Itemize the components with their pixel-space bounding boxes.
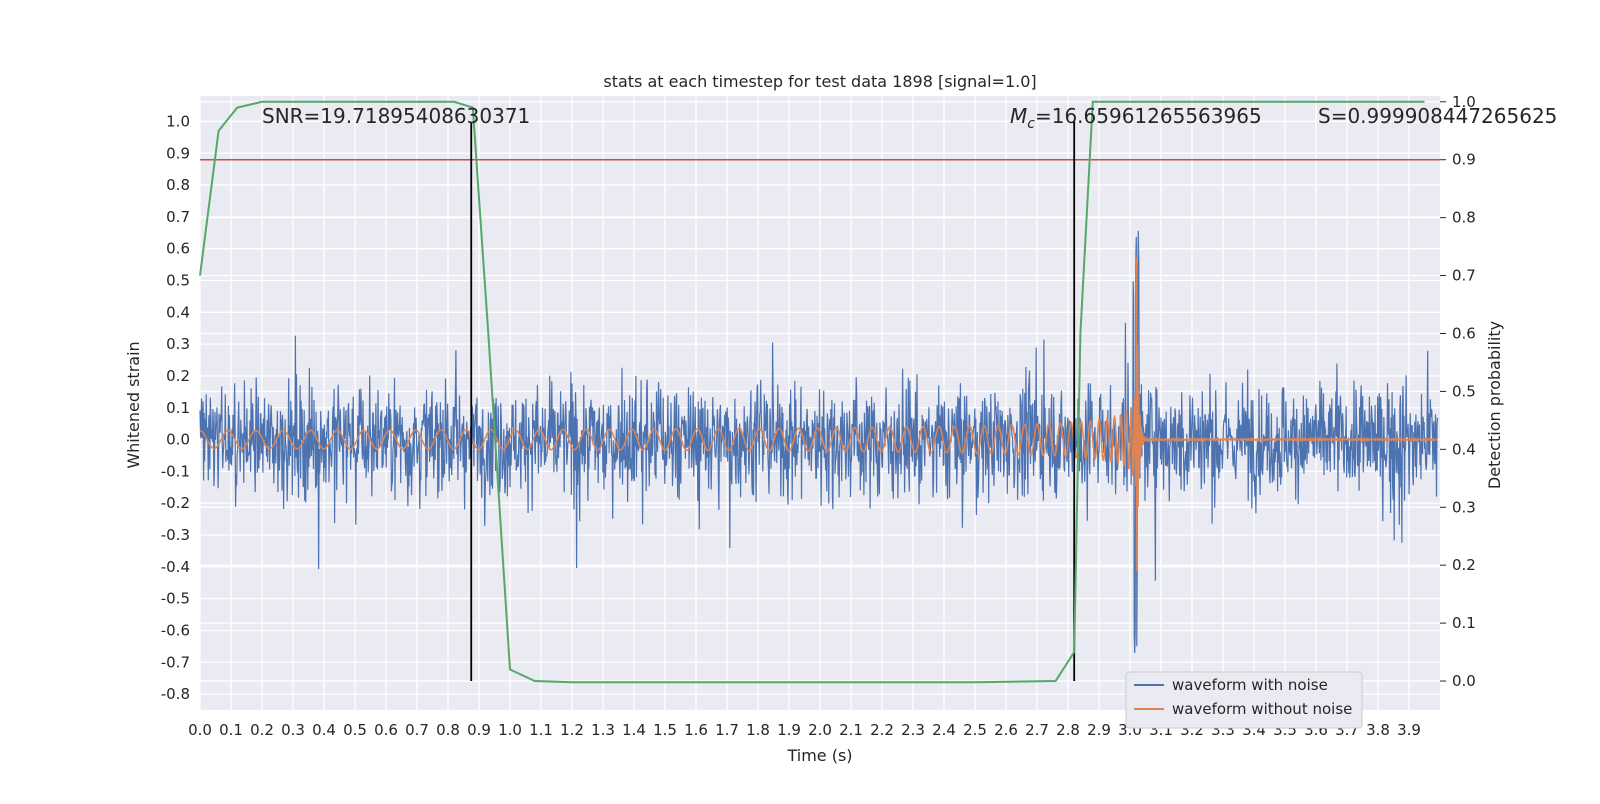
series-waveform-without-noise xyxy=(200,257,1438,572)
chart-title: stats at each timestep for test data 189… xyxy=(603,72,1036,91)
mc-annotation: Mc=16.65961265563965 xyxy=(1010,104,1262,132)
x-tick-label: 2.9 xyxy=(1087,721,1111,739)
right-tick-label: 0.4 xyxy=(1452,440,1476,458)
x-tick-label: 3.8 xyxy=(1366,721,1390,739)
grid xyxy=(199,96,1440,710)
legend: waveform with noise waveform without noi… xyxy=(1125,671,1363,729)
y-tick-label: -0.1 xyxy=(161,462,190,480)
x-tick-label: 2.4 xyxy=(932,721,956,739)
mc-subscript: c xyxy=(1027,116,1035,132)
right-tick-label: 0.5 xyxy=(1452,382,1476,400)
x-tick-label: 0.4 xyxy=(312,721,336,739)
y-axis-label: Whitened strain xyxy=(124,341,143,468)
y-tick-label: 0.2 xyxy=(166,367,190,385)
mc-value: =16.65961265563965 xyxy=(1035,104,1262,128)
y-tick-label: 0.9 xyxy=(166,144,190,162)
right-tick-label: 0.2 xyxy=(1452,556,1476,574)
series-detection-probability xyxy=(199,100,1425,684)
x-tick-label: 1.5 xyxy=(653,721,677,739)
x-tick-label: 2.8 xyxy=(1056,721,1080,739)
y-tick-label: -0.5 xyxy=(161,590,190,608)
x-tick-label: 2.3 xyxy=(901,721,925,739)
y-tick-label: -0.6 xyxy=(161,621,190,639)
x-tick-label: 0.5 xyxy=(343,721,367,739)
x-tick-label: 1.4 xyxy=(622,721,646,739)
x-tick-label: 1.1 xyxy=(529,721,553,739)
y-tick-label: -0.2 xyxy=(161,494,190,512)
right-tick-label: 0.0 xyxy=(1452,672,1476,690)
x-tick-label: 3.9 xyxy=(1397,721,1421,739)
x-tick-label: 1.7 xyxy=(715,721,739,739)
y-tick-label: 1.0 xyxy=(166,112,190,130)
mc-symbol: M xyxy=(1010,104,1027,128)
y-axis-ticks: 1.0 0.9 0.8 0.7 0.6 0.5 0.4 0.3 0.2 0.1 0.0 -0.1 -0.… xyxy=(161,112,190,703)
snr-annotation: SNR=19.71895408630371 xyxy=(262,104,530,128)
legend-box xyxy=(1125,671,1363,729)
x-tick-label: 0.8 xyxy=(436,721,460,739)
right-tick-label: 0.6 xyxy=(1452,324,1476,342)
x-tick-label: 0.1 xyxy=(219,721,243,739)
x-tick-label: 2.2 xyxy=(870,721,894,739)
x-tick-label: 0.0 xyxy=(188,721,212,739)
x-tick-label: 1.0 xyxy=(498,721,522,739)
y-tick-label: 0.4 xyxy=(166,303,190,321)
right-tick-label: 1.0 xyxy=(1452,93,1476,111)
x-tick-label: 1.6 xyxy=(684,721,708,739)
y-tick-label: 0.5 xyxy=(166,272,190,290)
y-tick-label: 0.8 xyxy=(166,176,190,194)
right-axis-label: Detection probability xyxy=(1485,321,1504,489)
right-tick-label: 0.7 xyxy=(1452,267,1476,285)
legend-label-noise: waveform with noise xyxy=(1172,676,1328,694)
x-tick-label: 0.6 xyxy=(374,721,398,739)
x-tick-label: 0.7 xyxy=(405,721,429,739)
y-tick-label: 0.3 xyxy=(166,335,190,353)
x-tick-label: 2.0 xyxy=(808,721,832,739)
x-tick-label: 1.3 xyxy=(591,721,615,739)
y-tick-label: -0.4 xyxy=(161,558,190,576)
right-axis-ticks: 1.0 0.9 0.8 0.7 0.6 0.5 0.4 0.3 0.2 0.1 0.0 xyxy=(1440,93,1476,690)
x-tick-label: 1.2 xyxy=(560,721,584,739)
y-tick-label: -0.8 xyxy=(161,685,190,703)
y-tick-label: 0.6 xyxy=(166,240,190,258)
x-tick-label: 0.2 xyxy=(250,721,274,739)
y-tick-label: -0.7 xyxy=(161,653,190,671)
s-annotation: S=0.999908447265625 xyxy=(1318,104,1557,128)
legend-label-clean: waveform without noise xyxy=(1172,700,1352,718)
y-tick-label: 0.1 xyxy=(166,399,190,417)
clean-trace xyxy=(200,257,1438,572)
x-axis-label: Time (s) xyxy=(786,746,852,765)
x-tick-label: 1.9 xyxy=(777,721,801,739)
right-tick-label: 0.1 xyxy=(1452,614,1476,632)
probability-trace xyxy=(199,100,1425,684)
x-tick-label: 2.7 xyxy=(1025,721,1049,739)
x-tick-label: 2.6 xyxy=(994,721,1018,739)
y-tick-label: -0.3 xyxy=(161,526,190,544)
y-tick-label: 0.0 xyxy=(166,431,190,449)
x-tick-label: 2.5 xyxy=(963,721,987,739)
reference-lines xyxy=(200,121,1440,682)
right-tick-label: 0.8 xyxy=(1452,209,1476,227)
y-tick-label: 0.7 xyxy=(166,208,190,226)
right-tick-label: 0.3 xyxy=(1452,498,1476,516)
x-tick-label: 0.9 xyxy=(467,721,491,739)
right-tick-label: 0.9 xyxy=(1452,151,1476,169)
x-tick-label: 2.1 xyxy=(839,721,863,739)
x-tick-label: 0.3 xyxy=(281,721,305,739)
x-tick-label: 1.8 xyxy=(746,721,770,739)
